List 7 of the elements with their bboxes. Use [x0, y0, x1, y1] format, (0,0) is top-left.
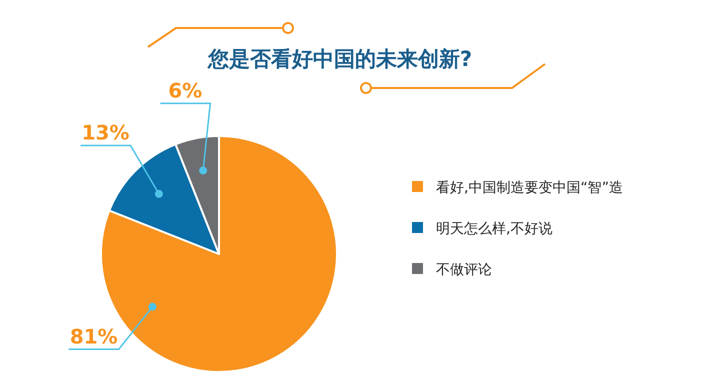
- legend-label: 明天怎么样,不好说: [436, 221, 552, 237]
- legend-label: 不做评论: [436, 262, 492, 278]
- data-label: 6%: [168, 78, 202, 102]
- data-label: 81%: [70, 324, 118, 348]
- data-label: 13%: [82, 120, 130, 145]
- chart-title: 您是否看好中国的未来创新?: [206, 47, 472, 71]
- legend-label: 看好,中国制造要变中国“智”造: [436, 180, 623, 196]
